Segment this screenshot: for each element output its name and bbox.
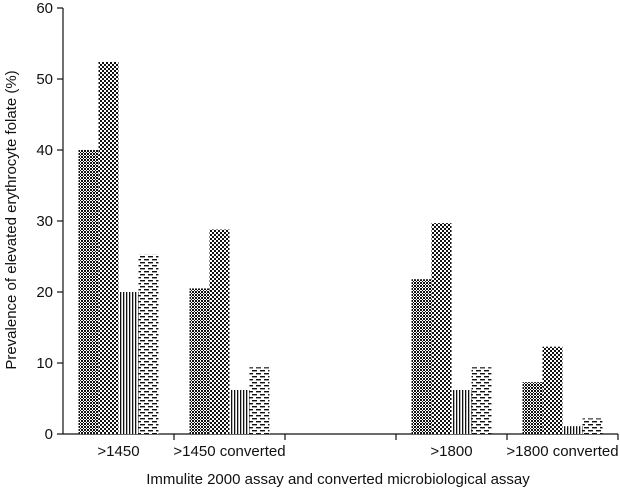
y-tick-label: 10 xyxy=(36,355,53,372)
bar xyxy=(582,418,603,434)
x-tick-label: >1800 converted xyxy=(506,443,618,460)
bar xyxy=(471,367,492,434)
bars xyxy=(78,61,603,435)
bar xyxy=(522,382,543,434)
bar xyxy=(562,426,583,434)
bar xyxy=(411,279,432,434)
x-tick-label: >1450 converted xyxy=(173,443,285,460)
y-tick-label: 0 xyxy=(45,426,53,443)
y-tick-label: 40 xyxy=(36,142,53,159)
bar xyxy=(542,346,563,434)
x-tick-label: >1800 xyxy=(430,443,472,460)
bar xyxy=(431,223,452,434)
bar xyxy=(249,367,270,434)
bar xyxy=(229,389,250,434)
bar xyxy=(98,61,119,435)
x-axis-title: Immulite 2000 assay and converted microb… xyxy=(146,471,530,488)
y-tick-label: 50 xyxy=(36,71,53,88)
y-tick-label: 60 xyxy=(36,0,53,17)
bar xyxy=(189,288,210,434)
y-tick-label: 20 xyxy=(36,284,53,301)
y-tick-label: 30 xyxy=(36,213,53,230)
x-tick-label: >1450 xyxy=(97,443,139,460)
y-axis-title: Prevalence of elevated erythrocyte folat… xyxy=(3,70,20,369)
bar xyxy=(451,389,472,434)
bar xyxy=(118,292,139,434)
bar xyxy=(78,150,99,434)
bar xyxy=(209,229,230,434)
bar xyxy=(138,254,159,434)
labels: 0 10 20 30 40 50 60 >1450 >1450 converted >1800 >1… xyxy=(36,0,618,460)
